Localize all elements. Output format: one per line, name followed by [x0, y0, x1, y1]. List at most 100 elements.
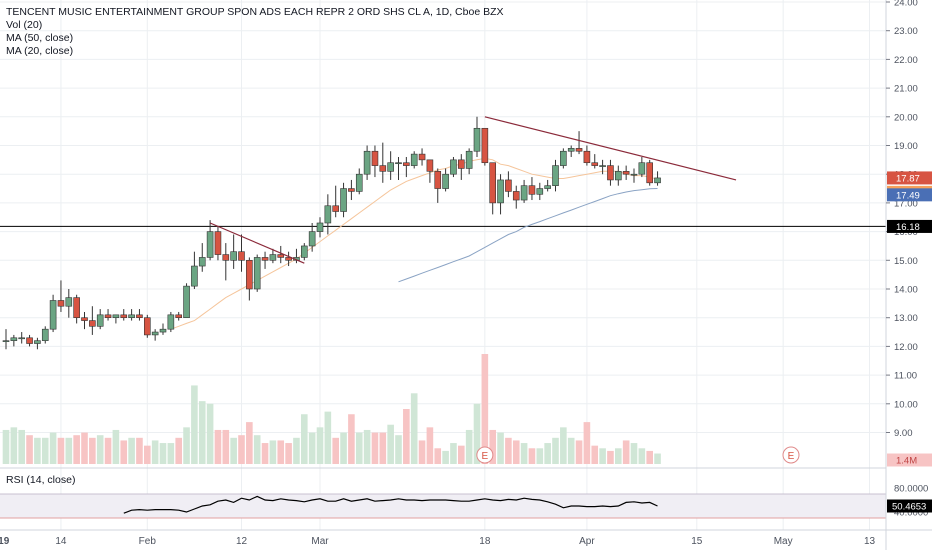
volume-bar — [41, 437, 49, 464]
candle-body — [426, 159, 434, 172]
candle-body — [10, 337, 18, 341]
candle-body — [528, 185, 536, 195]
candle-body — [442, 173, 449, 189]
volume-bar — [159, 443, 167, 464]
candle-body — [316, 222, 324, 232]
volume-bar — [434, 448, 442, 464]
candle-body — [638, 162, 646, 175]
candle-body — [300, 245, 308, 258]
candle-body — [646, 162, 654, 184]
volume-bar — [96, 435, 104, 464]
volume-bar — [442, 450, 449, 464]
candle-body — [379, 165, 387, 172]
candle-body — [238, 251, 245, 261]
candle-body — [65, 297, 73, 307]
time-tick-label: 13 — [864, 536, 876, 547]
candle-body — [614, 171, 622, 181]
volume-bar — [144, 445, 151, 464]
volume-bar — [528, 448, 536, 464]
volume-bar — [512, 440, 520, 464]
volume-bar — [238, 435, 245, 464]
candle-body — [49, 300, 57, 330]
volume-bar — [293, 437, 300, 464]
price-tick-label: 14.00 — [894, 285, 918, 296]
candle-body — [607, 165, 614, 181]
candle-body — [324, 205, 332, 224]
candle-body — [560, 150, 567, 166]
price-axis-area — [886, 0, 932, 550]
candle-body — [136, 314, 143, 318]
price-badge-label: 1.4M — [896, 456, 917, 467]
volume-bar — [575, 440, 583, 464]
earnings-marker — [476, 446, 494, 464]
price-badge — [887, 171, 932, 185]
volume-bar — [544, 443, 551, 464]
candle-body — [167, 314, 175, 330]
candle-body — [418, 153, 426, 161]
volume-bar — [198, 401, 206, 464]
trendline — [209, 222, 305, 264]
volume-bar — [599, 448, 606, 464]
volume-bar — [458, 445, 465, 464]
volume-bar — [622, 440, 630, 464]
candle-body — [18, 337, 26, 340]
volume-bar — [536, 448, 544, 464]
candle-body — [363, 150, 371, 175]
price-tick-label: 17.00 — [894, 198, 918, 209]
candle-body — [159, 328, 167, 333]
volume-bar — [301, 414, 308, 464]
candle-body — [387, 162, 394, 172]
rsi-tick-label: 80.0000 — [894, 484, 928, 495]
volume-bar — [505, 437, 512, 464]
candle-body — [355, 173, 363, 192]
volume-bar — [57, 437, 65, 464]
volume-bar — [308, 432, 316, 464]
candle-body — [230, 251, 237, 261]
volume-bar — [450, 443, 457, 464]
candle-body — [591, 162, 599, 166]
volume-bar — [136, 437, 143, 464]
volume-bar — [638, 448, 646, 464]
candle-body — [206, 231, 214, 258]
volume-bar — [418, 440, 426, 464]
rsi-legend[interactable]: RSI (14, close) — [6, 474, 76, 486]
volume-bar — [230, 437, 237, 464]
volume-bar — [473, 403, 481, 464]
volume-bar — [340, 432, 347, 464]
candle-body — [57, 300, 65, 307]
time-tick-label: 15 — [691, 536, 703, 547]
volume-bar — [128, 437, 135, 464]
candle-body — [89, 320, 96, 327]
volume-bar — [222, 429, 230, 464]
candle-body — [261, 257, 269, 261]
candle-body — [183, 285, 190, 319]
price-badge-label: 17.87 — [896, 173, 920, 184]
volume-bar — [371, 432, 379, 464]
volume-bar — [552, 437, 559, 464]
volume-bar — [26, 435, 33, 464]
ma20-legend[interactable]: MA (20, close) — [6, 45, 74, 57]
candle-body — [222, 254, 230, 261]
candle-body — [622, 171, 630, 175]
price-tick-label: 20.00 — [894, 112, 918, 123]
candle-body — [246, 259, 253, 290]
volume-bar — [191, 385, 198, 464]
candle-body — [73, 297, 80, 318]
price-tick-label: 15.00 — [894, 256, 918, 267]
candle-body — [395, 162, 402, 165]
price-badge — [887, 219, 932, 233]
volume-bar — [81, 432, 88, 464]
rsi-value-label: 50.4653 — [892, 502, 926, 513]
candle-body — [450, 159, 457, 175]
candle-body — [505, 179, 512, 192]
ma50-legend[interactable]: MA (50, close) — [6, 32, 74, 44]
volume-bar — [151, 440, 159, 464]
candle-body — [457, 159, 465, 169]
volume-bar — [560, 427, 567, 464]
volume-bar — [167, 443, 175, 464]
price-tick-label: 21.00 — [894, 84, 918, 95]
volume-bar — [261, 443, 269, 464]
volume-bar — [2, 429, 10, 464]
volume-legend[interactable]: Vol (20) — [6, 19, 43, 31]
